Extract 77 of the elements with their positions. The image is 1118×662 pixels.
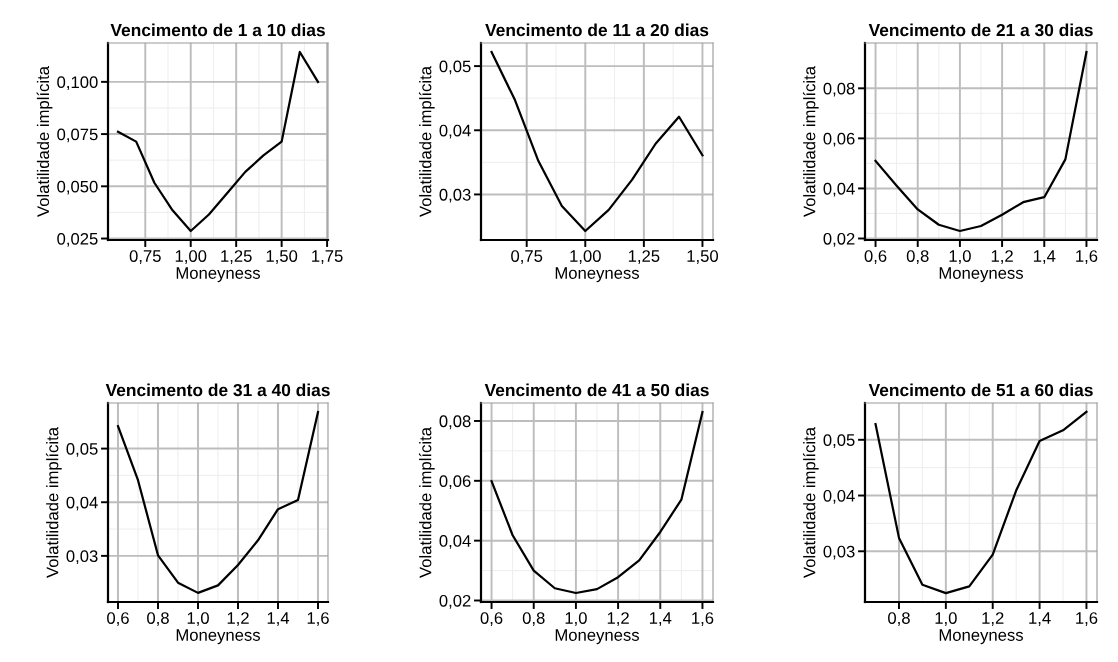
x-axis-title: Moneyness — [555, 267, 640, 283]
x-tick-label: 1,4 — [649, 612, 672, 626]
x-tick-label: 0,75 — [511, 250, 543, 264]
y-tick-label: 0,03 — [439, 188, 471, 203]
x-tick-label: 1,4 — [267, 612, 290, 626]
x-tick-label: 0,8 — [906, 250, 929, 264]
y-axis-title: Volatilidade implícita — [36, 65, 53, 217]
x-tick-label: 1,6 — [692, 612, 714, 626]
x-tick-label: 1,00 — [175, 250, 207, 264]
x-tick-label: 1,6 — [1076, 612, 1098, 626]
x-tick-label: 0,8 — [147, 612, 169, 626]
y-tick-label: 0,04 — [439, 124, 471, 139]
chart-title: Vencimento de 31 a 40 dias — [105, 383, 330, 397]
x-tick-label: 1,4 — [1033, 250, 1056, 264]
chart-title: Vencimento de 11 a 20 dias — [485, 23, 709, 37]
y-tick-label: 0,025 — [57, 232, 98, 247]
x-tick-label: 0,6 — [864, 250, 887, 264]
x-tick-label: 0,6 — [107, 612, 129, 626]
y-tick-label: 0,075 — [57, 128, 98, 143]
y-tick-label: 0,08 — [823, 82, 855, 97]
line-series — [490, 410, 704, 595]
x-tick-label: 1,25 — [221, 250, 252, 264]
y-axis-title: Volatilidade implícita — [418, 65, 435, 217]
y-tick-label: 0,06 — [823, 132, 855, 147]
x-tick-label: 1,2 — [982, 612, 1004, 626]
chart-title: Vencimento de 1 a 10 dias — [110, 23, 325, 37]
x-tick-label: 1,2 — [991, 250, 1013, 264]
y-tick-label: 0,04 — [66, 496, 98, 511]
chart-title: Vencimento de 21 a 30 dias — [868, 23, 1093, 37]
chart-title: Vencimento de 51 a 60 dias — [868, 383, 1093, 397]
x-tick-label: 0,8 — [522, 612, 545, 626]
line-series — [874, 410, 1088, 595]
x-axis-title: Moneyness — [939, 629, 1024, 645]
x-tick-label: 1,50 — [266, 250, 298, 264]
y-tick-label: 0,05 — [439, 60, 471, 75]
y-tick-label: 0,04 — [823, 182, 855, 197]
x-tick-label: 0,75 — [129, 250, 161, 264]
x-tick-label: 1,2 — [607, 612, 629, 626]
y-tick-label: 0,04 — [823, 489, 855, 504]
x-tick-label: 1,25 — [628, 250, 660, 264]
x-tick-label: 0,6 — [480, 612, 503, 626]
x-tick-label: 1,0 — [949, 250, 971, 264]
x-axis-title: Moneyness — [176, 267, 261, 283]
x-tick-label: 1,0 — [935, 612, 957, 626]
line-series — [874, 50, 1088, 233]
y-axis-title: Volatilidade implícita — [802, 426, 819, 578]
y-tick-label: 0,03 — [823, 545, 855, 560]
x-tick-label: 1,00 — [570, 250, 601, 264]
y-tick-label: 0,05 — [823, 434, 855, 448]
x-tick-label: 1,4 — [1029, 612, 1051, 626]
x-tick-label: 1,6 — [307, 612, 329, 626]
x-tick-label: 1,6 — [1076, 250, 1098, 264]
y-tick-label: 0,050 — [57, 180, 98, 195]
y-tick-label: 0,02 — [823, 232, 855, 247]
line-series — [490, 50, 704, 233]
x-tick-label: 1,0 — [565, 612, 587, 626]
line-series — [116, 411, 320, 594]
y-axis-title: Volatilidade implícita — [418, 426, 435, 578]
y-axis-title: Volatilidade implícita — [802, 65, 819, 217]
x-axis-title: Moneyness — [176, 629, 261, 645]
x-tick-label: 1,50 — [687, 250, 719, 264]
y-tick-label: 0,100 — [57, 76, 98, 91]
x-axis-title: Moneyness — [555, 629, 640, 645]
y-tick-label: 0,03 — [66, 550, 98, 565]
chart-title: Vencimento de 41 a 50 dias — [484, 383, 709, 397]
y-tick-label: 0,08 — [439, 415, 471, 430]
y-tick-label: 0,05 — [66, 442, 98, 457]
line-series — [116, 50, 320, 233]
x-tick-label: 1,0 — [187, 612, 209, 626]
y-tick-label: 0,02 — [439, 594, 471, 609]
x-tick-label: 0,8 — [888, 612, 910, 626]
y-tick-label: 0,04 — [439, 535, 471, 549]
x-axis-title: Moneyness — [939, 267, 1024, 283]
y-tick-label: 0,06 — [439, 475, 471, 489]
x-tick-label: 1,2 — [227, 612, 249, 626]
y-axis-title: Volatilidade implícita — [45, 426, 62, 578]
x-tick-label: 1,75 — [312, 250, 343, 264]
